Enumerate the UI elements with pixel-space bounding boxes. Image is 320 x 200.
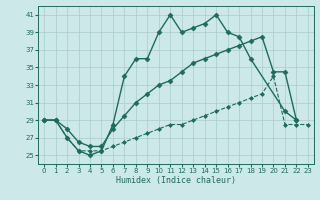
X-axis label: Humidex (Indice chaleur): Humidex (Indice chaleur) bbox=[116, 176, 236, 185]
